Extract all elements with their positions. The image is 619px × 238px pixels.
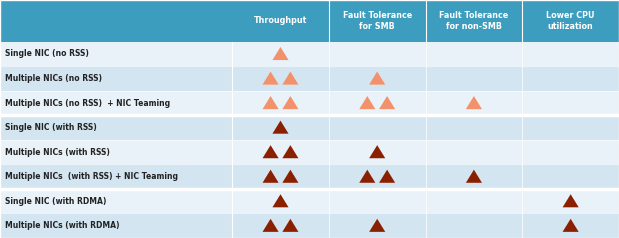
Polygon shape	[282, 219, 298, 232]
Text: Multiple NICs (with RSS): Multiple NICs (with RSS)	[5, 148, 110, 157]
Polygon shape	[369, 219, 385, 232]
Text: Multiple NICs (no RSS)  + NIC Teaming: Multiple NICs (no RSS) + NIC Teaming	[5, 99, 170, 108]
FancyBboxPatch shape	[426, 0, 522, 42]
Text: Single NIC (with RSS): Single NIC (with RSS)	[5, 123, 97, 132]
Text: Multiple NICs  (with RSS) + NIC Teaming: Multiple NICs (with RSS) + NIC Teaming	[5, 172, 178, 181]
Polygon shape	[262, 145, 279, 158]
FancyBboxPatch shape	[329, 0, 426, 42]
Text: Lower CPU
utilization: Lower CPU utilization	[547, 11, 595, 31]
FancyBboxPatch shape	[0, 91, 619, 115]
Polygon shape	[379, 96, 395, 109]
Text: Single NIC (with RDMA): Single NIC (with RDMA)	[5, 197, 106, 206]
Polygon shape	[272, 47, 288, 60]
FancyBboxPatch shape	[0, 213, 619, 238]
Text: Multiple NICs (no RSS): Multiple NICs (no RSS)	[5, 74, 102, 83]
Polygon shape	[359, 96, 375, 109]
Text: Fault Tolerance
for SMB: Fault Tolerance for SMB	[342, 11, 412, 31]
Polygon shape	[262, 219, 279, 232]
FancyBboxPatch shape	[0, 115, 619, 140]
Polygon shape	[272, 194, 288, 207]
FancyBboxPatch shape	[0, 140, 619, 164]
Polygon shape	[563, 219, 579, 232]
FancyBboxPatch shape	[232, 0, 329, 42]
Polygon shape	[282, 96, 298, 109]
Polygon shape	[282, 145, 298, 158]
FancyBboxPatch shape	[522, 0, 619, 42]
Polygon shape	[466, 170, 482, 183]
FancyBboxPatch shape	[0, 42, 619, 66]
Polygon shape	[466, 96, 482, 109]
Polygon shape	[379, 170, 395, 183]
Polygon shape	[272, 121, 288, 134]
Polygon shape	[369, 71, 385, 84]
Polygon shape	[282, 71, 298, 84]
Text: Throughput: Throughput	[254, 16, 307, 25]
Polygon shape	[282, 170, 298, 183]
Polygon shape	[563, 194, 579, 207]
Polygon shape	[262, 96, 279, 109]
Polygon shape	[359, 170, 375, 183]
Text: Single NIC (no RSS): Single NIC (no RSS)	[5, 50, 89, 58]
Polygon shape	[369, 145, 385, 158]
Polygon shape	[262, 170, 279, 183]
FancyBboxPatch shape	[0, 189, 619, 213]
FancyBboxPatch shape	[0, 66, 619, 91]
Polygon shape	[262, 71, 279, 84]
Text: Fault Tolerance
for non-SMB: Fault Tolerance for non-SMB	[439, 11, 509, 31]
FancyBboxPatch shape	[0, 0, 232, 42]
Text: Multiple NICs (with RDMA): Multiple NICs (with RDMA)	[5, 221, 119, 230]
FancyBboxPatch shape	[0, 164, 619, 189]
